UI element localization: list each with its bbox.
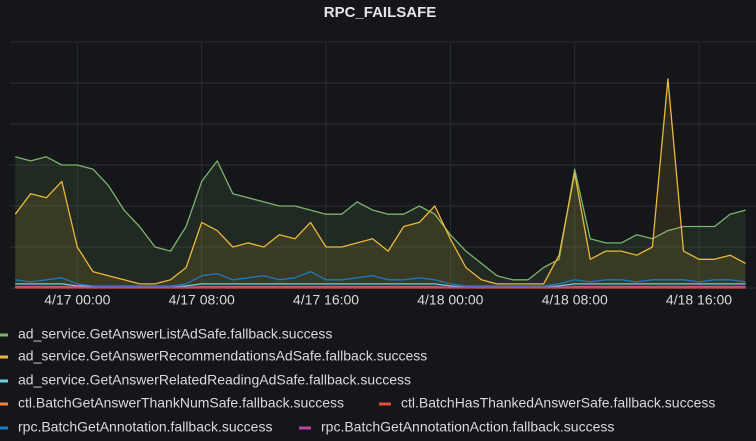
legend: ad_service.GetAnswerListAdSafe.fallback.… [0,326,715,435]
legend-swatch [0,333,8,337]
legend-item: rpc.BatchGetAnnotation.fallback.success [0,419,272,435]
legend-swatch [379,402,391,406]
chart-title: RPC_FAILSAFE [324,4,437,21]
x-tick-label: 4/17 16:00 [293,292,359,308]
legend-swatch [299,426,311,430]
x-tick-label: 4/17 08:00 [169,292,235,308]
legend-label: ctl.BatchGetAnswerThankNumSafe.fallback.… [18,395,344,411]
legend-label: ad_service.GetAnswerListAdSafe.fallback.… [18,326,332,342]
x-tick-label: 4/18 00:00 [417,292,483,308]
legend-item: ad_service.GetAnswerRecommendationsAdSaf… [0,348,427,364]
legend-item: ad_service.GetAnswerListAdSafe.fallback.… [0,326,332,342]
legend-label: ad_service.GetAnswerRelatedReadingAdSafe… [18,372,411,388]
legend-label: ad_service.GetAnswerRecommendationsAdSaf… [18,348,427,364]
plot-area [14,78,746,289]
legend-swatch [0,355,8,359]
legend-label: ctl.BatchHasThankedAnswerSafe.fallback.s… [401,395,715,411]
x-tick-label: 4/18 08:00 [542,292,608,308]
x-axis: 4/17 00:00 4/17 08:00 4/17 16:00 4/18 00:00… [44,292,732,308]
grid [10,41,756,289]
series-line [15,270,746,287]
legend-swatch [0,379,8,383]
series-line [15,156,746,281]
legend-item: rpc.BatchGetAnnotationAction.fallback.su… [299,419,614,435]
legend-item: ad_service.GetAnswerRelatedReadingAdSafe… [0,372,411,388]
legend-item: ctl.BatchGetAnswerThankNumSafe.fallback.… [0,395,344,411]
legend-swatch [0,426,8,430]
legend-label: rpc.BatchGetAnnotationAction.fallback.su… [321,419,614,435]
legend-item: ctl.BatchHasThankedAnswerSafe.fallback.s… [379,395,715,411]
series-line [14,78,746,285]
x-tick-label: 4/17 00:00 [44,292,110,308]
series-area [15,156,746,288]
x-tick-label: 4/18 16:00 [666,292,732,308]
legend-label: rpc.BatchGetAnnotation.fallback.success [18,419,272,435]
legend-swatch [0,402,8,406]
